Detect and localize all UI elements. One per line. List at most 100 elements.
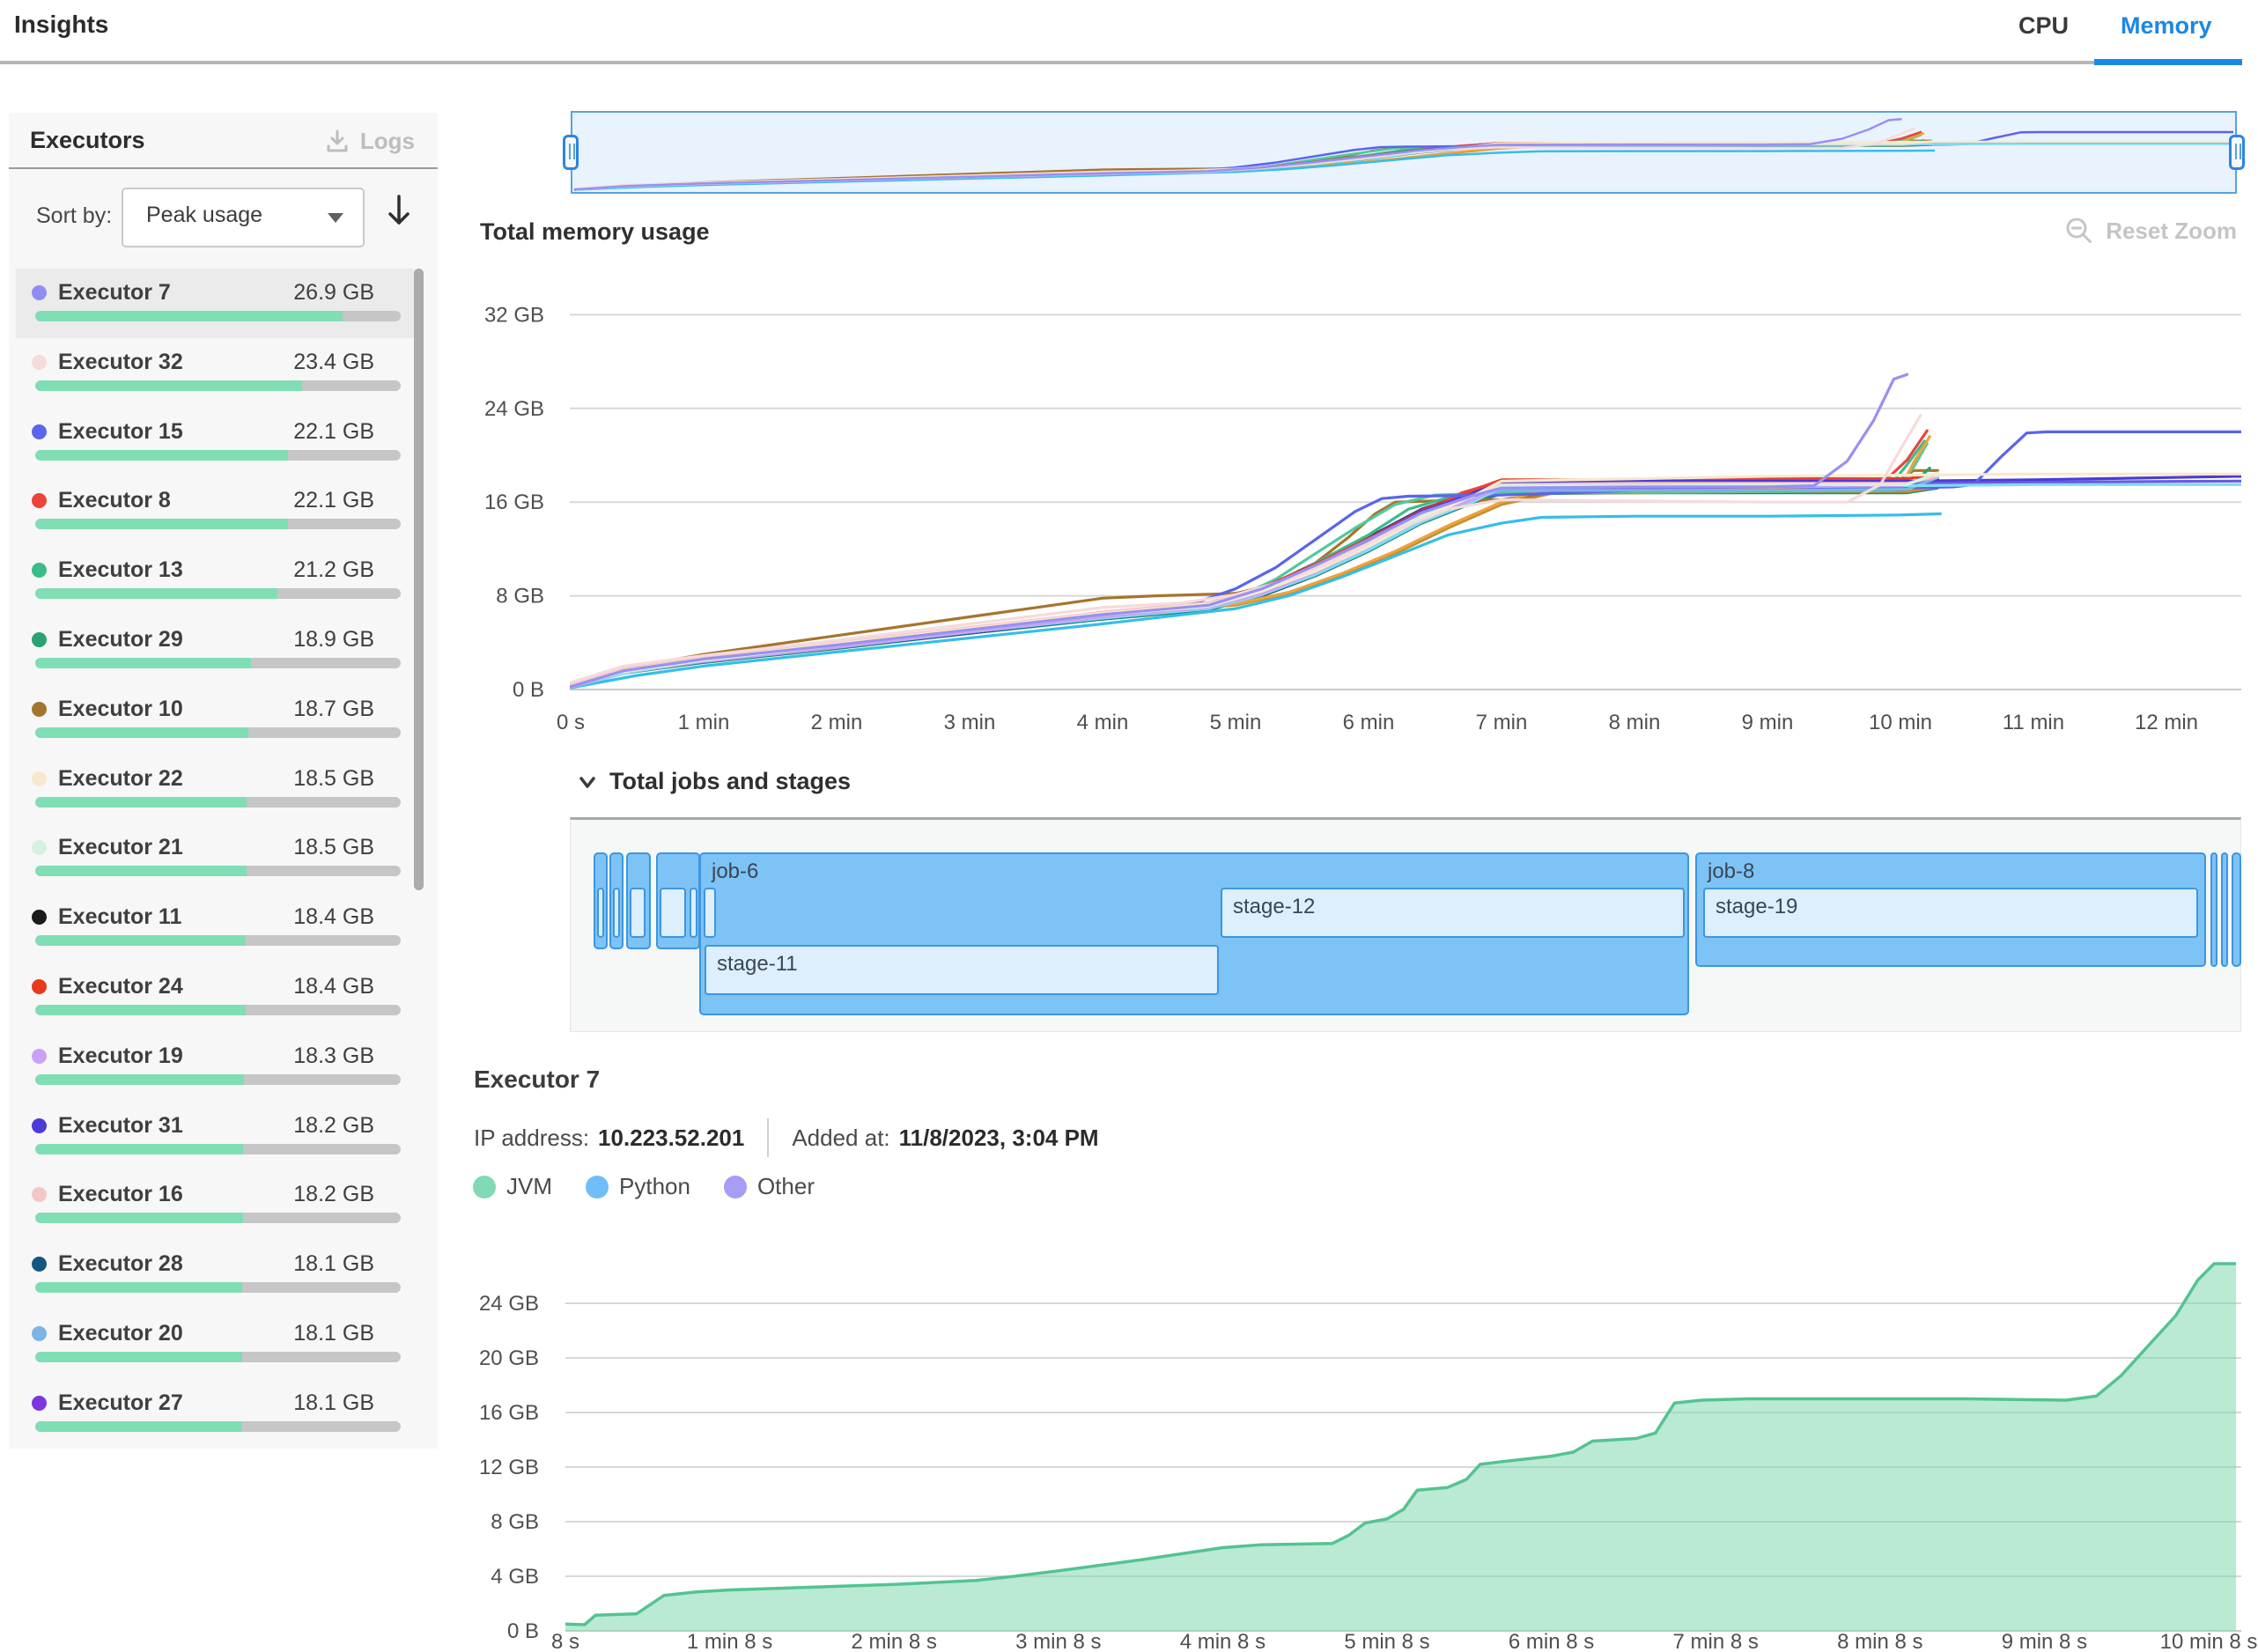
- svg-text:10 min: 10 min: [1869, 711, 1932, 734]
- sort-direction-button[interactable]: [382, 191, 416, 234]
- download-icon: [327, 129, 348, 152]
- series-line-executor-32: [570, 414, 1922, 684]
- memory-usage-bar-fill: [35, 1005, 246, 1015]
- stage-bar[interactable]: [690, 888, 697, 938]
- executor-memory-chart[interactable]: 0 B 4 GB 8 GB 12 GB 16 GB 20 GB 24 GB 8 s 1 min …: [476, 1233, 2258, 1652]
- tab-memory[interactable]: Memory: [2121, 12, 2212, 39]
- executor-row[interactable]: Executor 31 18.2 GB: [16, 1102, 414, 1171]
- stage-bar-stage-12[interactable]: stage-12: [1221, 888, 1685, 938]
- executor-peak-value: 18.7 GB: [293, 696, 374, 721]
- main-chart-series: [570, 372, 2241, 690]
- executor-detail-title: Executor 7: [474, 1066, 601, 1093]
- stage-label: stage-11: [717, 952, 798, 976]
- logs-button[interactable]: Logs: [323, 127, 415, 155]
- executor-peak-value: 21.2 GB: [293, 557, 374, 583]
- job-bar[interactable]: [2232, 852, 2241, 967]
- stage-bar[interactable]: [630, 888, 646, 938]
- executor-row[interactable]: Executor 13 21.2 GB: [16, 546, 414, 616]
- jvm-area-fill: [565, 1264, 2237, 1631]
- executor-color-dot: [32, 1257, 47, 1272]
- memory-usage-bar-fill: [35, 935, 246, 947]
- executor-peak-value: 18.3 GB: [293, 1043, 374, 1068]
- executor-row[interactable]: Executor 32 23.4 GB: [16, 338, 414, 408]
- executor-row[interactable]: Executor 27 18.1 GB: [16, 1379, 414, 1449]
- svg-text:8 s: 8 s: [551, 1630, 579, 1652]
- executor-name: Executor 27: [58, 1390, 183, 1415]
- executor-row[interactable]: Executor 7 26.9 GB: [16, 269, 414, 338]
- memory-usage-bar: [35, 935, 401, 947]
- executor-row[interactable]: Executor 19 18.3 GB: [16, 1032, 414, 1102]
- executor-row[interactable]: Executor 8 22.1 GB: [16, 476, 414, 546]
- memory-usage-bar: [35, 1352, 401, 1362]
- sort-select[interactable]: Peak usage: [122, 188, 365, 247]
- svg-text:9 min: 9 min: [1742, 711, 1794, 734]
- tab-cpu[interactable]: CPU: [2018, 12, 2070, 39]
- sidebar-scrollbar-thumb[interactable]: [414, 269, 424, 890]
- job-bar[interactable]: [2210, 852, 2217, 967]
- jobs-gantt-panel: job-6 stage-12 stage-11 job-8 stage-19: [570, 817, 2241, 1032]
- brush-handle-left[interactable]: [563, 135, 579, 170]
- executor-row[interactable]: Executor 22 18.5 GB: [16, 755, 414, 824]
- total-memory-chart[interactable]: 0 B 8 GB 16 GB 24 GB 32 GB 0 s 1 min 2 min 3 min…: [476, 255, 2258, 757]
- jobs-section-toggle[interactable]: Total jobs and stages: [574, 768, 851, 795]
- stage-bar[interactable]: [613, 888, 620, 938]
- stage-bar-stage-11[interactable]: stage-11: [705, 945, 1219, 995]
- svg-text:32 GB: 32 GB: [484, 303, 544, 327]
- executor-row[interactable]: Executor 20 18.1 GB: [16, 1309, 414, 1379]
- memory-usage-bar-fill: [35, 1352, 242, 1362]
- svg-text:8 GB: 8 GB: [496, 585, 544, 608]
- executor-row[interactable]: Executor 28 18.1 GB: [16, 1240, 414, 1309]
- executor-color-dot: [32, 771, 47, 786]
- ip-address-value: 10.223.52.201: [598, 1124, 745, 1151]
- executor-row[interactable]: Executor 29 18.9 GB: [16, 616, 414, 685]
- brush-handle-right[interactable]: [2229, 135, 2245, 170]
- executor-peak-value: 18.5 GB: [293, 835, 374, 860]
- svg-text:24 GB: 24 GB: [479, 1292, 539, 1316]
- executor-row[interactable]: Executor 24 18.4 GB: [16, 962, 414, 1032]
- executor-detail-info: IP address: 10.223.52.201 Added at: 11/8…: [474, 1118, 1099, 1157]
- svg-text:4 min: 4 min: [1077, 711, 1129, 734]
- executor-row[interactable]: Executor 16 18.2 GB: [16, 1170, 414, 1240]
- executor-color-dot: [32, 1395, 47, 1411]
- svg-text:16 GB: 16 GB: [479, 1401, 539, 1425]
- executor-row[interactable]: Executor 10 18.7 GB: [16, 685, 414, 755]
- ip-address-label: IP address:: [474, 1124, 590, 1151]
- executor-row[interactable]: Executor 15 22.1 GB: [16, 408, 414, 477]
- executor-peak-value: 18.2 GB: [293, 1182, 374, 1207]
- memory-usage-bar: [35, 311, 401, 321]
- svg-text:10 min 8 s: 10 min 8 s: [2160, 1630, 2258, 1652]
- memory-usage-bar: [35, 519, 401, 530]
- memory-usage-bar: [35, 796, 401, 808]
- added-at-value: 11/8/2023, 3:04 PM: [898, 1124, 1099, 1151]
- stage-bar[interactable]: [597, 888, 604, 938]
- stage-bar[interactable]: [660, 888, 686, 938]
- memory-usage-bar-fill: [35, 1282, 242, 1294]
- svg-text:5 min 8 s: 5 min 8 s: [1344, 1630, 1429, 1652]
- executor-peak-value: 18.4 GB: [293, 974, 374, 999]
- executor-row[interactable]: Executor 21 18.5 GB: [16, 823, 414, 893]
- executor-name: Executor 16: [58, 1182, 183, 1207]
- executor-name: Executor 7: [58, 280, 171, 305]
- memory-usage-bar: [35, 1073, 401, 1085]
- jvm-dot-icon: [473, 1175, 496, 1198]
- memory-usage-bar: [35, 1420, 401, 1432]
- stage-bar-stage-19[interactable]: stage-19: [1703, 888, 2198, 938]
- zoom-brush-strip[interactable]: [571, 111, 2237, 194]
- stage-bar[interactable]: [704, 888, 716, 938]
- reset-zoom-label: Reset Zoom: [2106, 217, 2237, 244]
- executor-color-dot: [32, 1048, 47, 1064]
- python-dot-icon: [586, 1175, 609, 1198]
- svg-text:16 GB: 16 GB: [484, 490, 544, 514]
- executor-row[interactable]: Executor 11 18.4 GB: [16, 893, 414, 962]
- reset-zoom-button[interactable]: Reset Zoom: [2063, 215, 2237, 247]
- svg-text:0 B: 0 B: [513, 678, 544, 702]
- job-bar[interactable]: [2221, 852, 2228, 967]
- svg-text:1 min: 1 min: [678, 711, 730, 734]
- executor-name: Executor 13: [58, 557, 183, 583]
- executor-color-dot: [32, 910, 47, 926]
- memory-type-legend: JVM Python Other: [473, 1173, 815, 1200]
- memory-usage-bar-fill: [35, 311, 343, 321]
- memory-usage-bar: [35, 726, 401, 738]
- job-label: job-6: [712, 859, 759, 883]
